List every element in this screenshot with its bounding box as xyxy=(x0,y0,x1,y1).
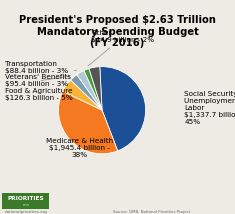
Text: Food & Agriculture
$126.3 billion - 5%: Food & Agriculture $126.3 billion - 5% xyxy=(5,84,73,101)
Wedge shape xyxy=(77,71,102,110)
Text: Other
$44.9 billion - 2%: Other $44.9 billion - 2% xyxy=(88,30,155,66)
Wedge shape xyxy=(100,67,146,151)
Text: nnn: nnn xyxy=(23,204,29,207)
Text: President's Proposed $2.63 Trillion
Mandatory Spending Budget
(FY 2016): President's Proposed $2.63 Trillion Mand… xyxy=(19,15,216,48)
Text: nationalpriorities.org: nationalpriorities.org xyxy=(5,210,47,214)
Text: PRIORITIES: PRIORITIES xyxy=(8,196,44,201)
Wedge shape xyxy=(84,69,102,110)
Text: Social Security,
Unemployment &
Labor
$1,337.7 billion -
45%: Social Security, Unemployment & Labor $1… xyxy=(184,91,235,125)
Text: Medicare & Health
$1,945.4 billion -
38%: Medicare & Health $1,945.4 billion - 38% xyxy=(46,138,113,158)
Text: Veterans' Benefits
$95.4 billion - 3%: Veterans' Benefits $95.4 billion - 3% xyxy=(5,74,71,88)
Wedge shape xyxy=(63,80,102,110)
Text: Source: OMB, National Priorities Project: Source: OMB, National Priorities Project xyxy=(113,210,190,214)
Wedge shape xyxy=(89,67,102,110)
Wedge shape xyxy=(70,75,102,110)
Wedge shape xyxy=(59,91,118,154)
Text: Transportation
$88.4 billion - 3%: Transportation $88.4 billion - 3% xyxy=(5,61,77,74)
